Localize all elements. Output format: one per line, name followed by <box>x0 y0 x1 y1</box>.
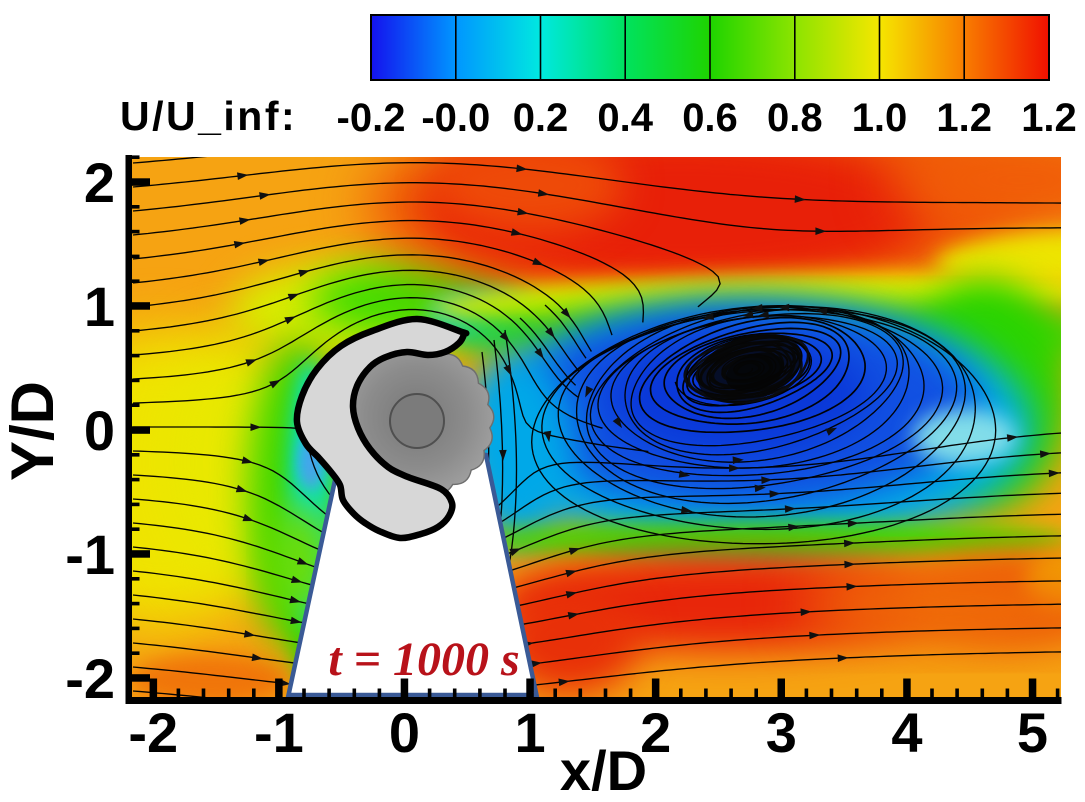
svg-text:t = 1000 s: t = 1000 s <box>328 633 519 686</box>
svg-text:-2: -2 <box>65 647 115 710</box>
svg-text:2: 2 <box>640 701 671 764</box>
svg-text:2: 2 <box>84 151 115 214</box>
svg-text:4: 4 <box>891 701 922 764</box>
svg-text:0.4: 0.4 <box>597 96 653 140</box>
svg-text:0.6: 0.6 <box>682 96 738 140</box>
svg-text:-2: -2 <box>128 701 178 764</box>
svg-text:5: 5 <box>1017 701 1048 764</box>
svg-text:-0.0: -0.0 <box>421 96 490 140</box>
svg-text:0.8: 0.8 <box>767 96 823 140</box>
svg-text:1: 1 <box>515 701 546 764</box>
svg-text:1: 1 <box>84 275 115 338</box>
svg-text:0.2: 0.2 <box>513 96 569 140</box>
svg-text:-0.2: -0.2 <box>337 96 406 140</box>
svg-text:x/D: x/D <box>560 739 647 802</box>
svg-text:1.0: 1.0 <box>852 96 908 140</box>
svg-text:U/U_inf:: U/U_inf: <box>120 93 297 139</box>
svg-text:-1: -1 <box>65 523 115 586</box>
svg-text:-1: -1 <box>254 701 304 764</box>
svg-text:3: 3 <box>766 701 797 764</box>
svg-text:Y/D: Y/D <box>0 381 66 481</box>
svg-text:1.2: 1.2 <box>1021 96 1077 140</box>
svg-text:0: 0 <box>84 399 115 462</box>
svg-text:1.2: 1.2 <box>936 96 992 140</box>
svg-text:0: 0 <box>389 701 420 764</box>
